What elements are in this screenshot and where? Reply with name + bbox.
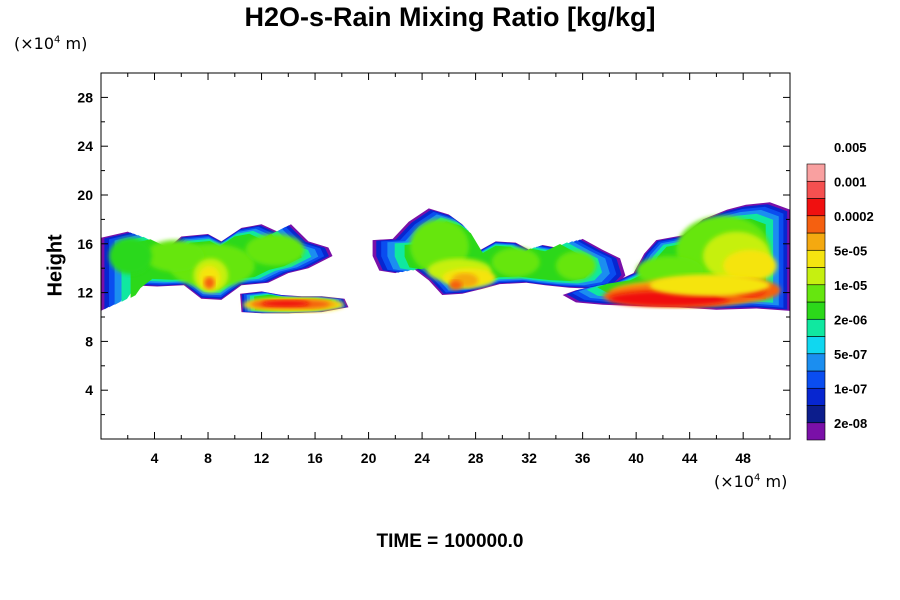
colorbar-swatch: [806, 163, 826, 182]
y-tick-label: 12: [77, 285, 93, 301]
y-tick-label: 20: [77, 187, 93, 203]
x-tick-label: 12: [254, 450, 270, 466]
colorbar-swatch: [806, 249, 826, 268]
contour-blob: [491, 247, 540, 277]
colorbar-label: 0.001: [834, 175, 867, 190]
contour-blob: [109, 237, 152, 275]
contour-blob: [448, 280, 463, 291]
y-tick-label: 16: [77, 236, 93, 252]
x-tick-label: 16: [307, 450, 323, 466]
colorbar-swatch: [806, 301, 826, 320]
x-unit-label: (×104 m): [714, 472, 788, 491]
time-value: 100000.0: [444, 531, 524, 552]
x-tick-label: 24: [414, 450, 430, 466]
x-tick-label: 32: [521, 450, 537, 466]
contour-blob: [555, 251, 597, 281]
y-tick-label: 4: [85, 382, 93, 398]
x-tick-label: 8: [204, 450, 212, 466]
contour-blob: [261, 300, 310, 307]
colorbar-swatch: [806, 180, 826, 199]
colorbar-label: 2e-08: [834, 416, 867, 431]
colorbar-label: 5e-07: [834, 347, 867, 362]
contour-blob: [204, 276, 215, 289]
time-label: TIME = 100000.0: [376, 531, 524, 552]
colorbar: 2e-08 1e-07 5e-07 2e-06 1e-05 5e-05 0.0002 0.00…: [806, 140, 874, 441]
x-tick-label: 44: [682, 450, 698, 466]
colorbar-swatch: [806, 267, 826, 286]
colorbar-swatch: [806, 422, 826, 441]
colorbar-swatch: [806, 318, 826, 337]
contour-blob: [145, 240, 205, 272]
colorbar-swatch: [806, 215, 826, 234]
colorbar-label: 0.005: [834, 140, 867, 155]
colorbar-label: 1e-05: [834, 278, 867, 293]
colorbar-swatch: [806, 405, 826, 424]
colorbar-label: 0.0002: [834, 209, 874, 224]
x-tick-label: 20: [361, 450, 377, 466]
y-tick-label: 24: [77, 138, 93, 154]
contour-blob: [649, 274, 770, 297]
colorbar-swatch: [806, 198, 826, 217]
colorbar-label: 5e-05: [834, 244, 867, 259]
colorbar-label: 1e-07: [834, 382, 867, 397]
y-tick-label: 8: [85, 333, 93, 349]
colorbar-label: 2e-06: [834, 313, 867, 328]
x-tick-label: 40: [628, 450, 644, 466]
colorbar-swatch: [806, 232, 826, 251]
colorbar-swatch: [806, 370, 826, 389]
x-tick-label: 28: [468, 450, 484, 466]
x-tick-label: 4: [151, 450, 159, 466]
colorbar-swatch: [806, 284, 826, 303]
y-unit-label: (×104 m): [14, 34, 88, 53]
colorbar-swatch: [806, 353, 826, 372]
contour-blob: [245, 234, 305, 266]
contour-field: [101, 202, 790, 314]
chart-title: H2O-s-Rain Mixing Ratio [kg/kg]: [244, 2, 656, 32]
y-tick-label: 28: [77, 89, 93, 105]
plot-frame: [100, 72, 791, 440]
contour-blob: [723, 249, 777, 282]
colorbar-swatch: [806, 387, 826, 406]
x-tick-label: 36: [575, 450, 591, 466]
colorbar-swatch: [806, 336, 826, 355]
x-tick-label: 48: [735, 450, 751, 466]
